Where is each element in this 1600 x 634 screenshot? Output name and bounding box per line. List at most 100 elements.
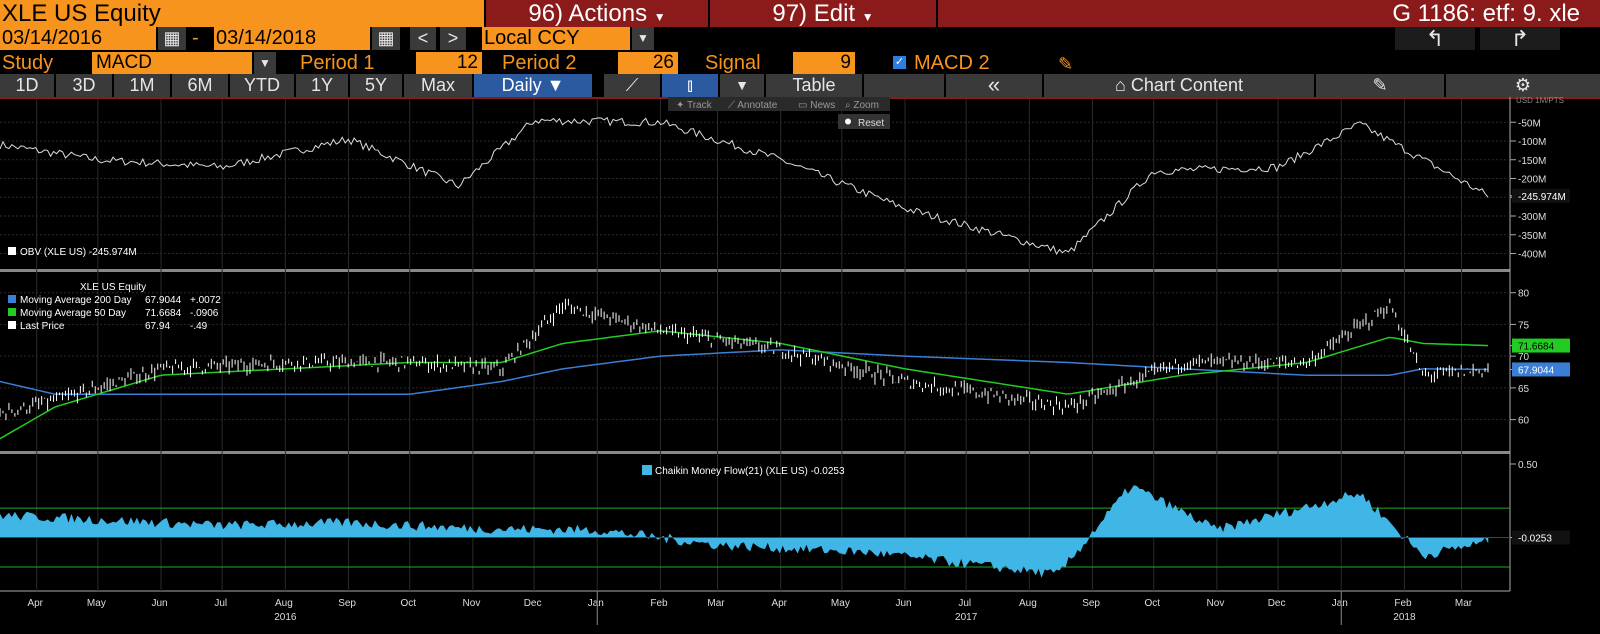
range-5y[interactable]: 5Y [350,74,402,97]
end-date-input[interactable]: 03/14/2018 [214,27,370,50]
zoom-tool[interactable]: ⌕ Zoom [845,100,879,111]
study-select[interactable]: MACD [92,52,252,74]
obv-tick-label: -50M [1518,118,1541,129]
security-field[interactable]: XLE US Equity [0,0,484,27]
legend-swatch [8,321,16,329]
month-label: May [87,598,106,609]
currency-select[interactable]: Local CCY [482,27,630,50]
legend-change: -.49 [190,321,208,332]
x-axis: Apr May Jun Jul Aug Sep Oct Nov Dec Jan Feb Mar Apr M… [27,591,1473,625]
actions-menu[interactable]: 96) Actions ▼ [486,0,708,27]
study-value: MACD [96,52,152,73]
edit-menu[interactable]: 97) Edit ▼ [710,0,936,27]
month-label: Jul [958,598,971,609]
month-label: Jul [214,598,227,609]
legend-change: -.0906 [190,308,219,319]
chart-tools-bar [668,97,890,111]
month-label: Jun [896,598,912,609]
cmf-legend: Chaikin Money Flow(21) (XLE US) -0.0253 [655,466,845,477]
cmf-tick-label: 0.50 [1518,460,1538,471]
edit-chart-icon[interactable]: ✎ [1316,74,1444,97]
panel-divider[interactable] [0,269,1510,272]
table-button[interactable]: Table [766,74,862,97]
range-1y[interactable]: 1Y [296,74,348,97]
period2-value: 26 [652,52,674,73]
toolbar-spacer [864,74,944,97]
month-label: Aug [1019,598,1037,609]
legend-series-name: Last Price [20,321,65,332]
collapse-icon[interactable]: « [946,74,1042,97]
panel-divider[interactable] [0,451,1510,454]
macd2-label: MACD 2 [914,52,990,74]
range-ytd[interactable]: YTD [230,74,294,97]
frequency-select[interactable]: Daily ▼ [474,74,592,97]
period2-input[interactable]: 26 [618,52,678,74]
title-bar: XLE US Equity 96) Actions ▼ 97) Edit ▼ G… [0,0,1600,27]
bar-chart-icon[interactable]: ⫾ [662,74,718,97]
chart-background [0,97,1600,634]
range-max[interactable]: Max [404,74,472,97]
month-label: Apr [27,598,43,609]
ma50-value-label-box [1512,338,1570,353]
month-label: Mar [707,598,725,609]
security-name: XLE US Equity [2,0,161,27]
previous-arrow-icon[interactable]: < [410,27,436,50]
month-label: Sep [338,598,356,609]
cmf-panel [0,485,1510,578]
reset-button[interactable] [838,114,890,129]
ma200-line [0,349,1489,395]
range-6m[interactable]: 6M [172,74,228,97]
pencil-icon[interactable]: ✎ [1058,54,1074,74]
legend-value: 67.9044 [145,295,182,306]
calendar-icon[interactable]: ▦ [158,27,186,50]
price-title: XLE US Equity [80,282,146,293]
back-icon[interactable]: ↰ [1395,27,1475,50]
year-label: 2016 [274,612,297,623]
back-glyph: ↰ [1425,26,1445,51]
month-label: Feb [1394,598,1412,609]
month-label: Oct [1144,598,1160,609]
range-3d[interactable]: 3D [56,74,112,97]
legend-swatch [8,308,16,316]
start-date-input[interactable]: 03/14/2016 [0,27,156,50]
range-1m[interactable]: 1M [114,74,170,97]
chart-area[interactable]: ✦ Track ⟋ Annotate ▭ News ⌕ Zoom Reset O… [0,97,1600,634]
chevron-down-icon[interactable]: ▼ [720,74,764,97]
reset-icon [845,118,851,125]
obv-last-label: -245.974M [1518,192,1566,203]
signal-input[interactable]: 9 [793,52,855,74]
legend-swatch [8,295,16,303]
macd2-checkbox[interactable]: ✓ [893,56,906,69]
gear-icon[interactable]: ⚙ [1446,74,1600,97]
chevron-down-icon[interactable]: ▼ [254,52,276,74]
obv-legend-swatch [8,247,16,255]
news-tool[interactable]: ▭ News [798,100,835,111]
track-tool[interactable]: ✦ Track [676,100,713,111]
month-label: Aug [275,598,293,609]
chart-content-icon: ⌂ [1115,75,1131,95]
annotate-tool[interactable]: ⟋ Annotate [728,100,778,111]
price-panel [0,298,1489,440]
cmf-area [0,485,1489,578]
calendar-icon[interactable]: ▦ [372,27,400,50]
line-chart-icon[interactable]: ⟋ [604,74,660,97]
range-1d[interactable]: 1D [0,74,54,97]
next-arrow-icon[interactable]: > [440,27,466,50]
function-label: G 1186: etf: 9. xle [1392,0,1580,27]
chart-content-button[interactable]: ⌂ Chart Content [1044,74,1314,97]
signal-label: Signal [705,52,761,74]
signal-value: 9 [840,52,851,73]
chevron-down-icon[interactable]: ▼ [632,27,654,50]
period1-input[interactable]: 12 [416,52,482,74]
range-toolbar: 1D 3D 1M 6M YTD 1Y 5Y Max Daily ▼ ⟋ ⫾ ▼ … [0,74,1600,97]
month-label: Feb [650,598,668,609]
cmf-last-label-box [1512,530,1570,545]
frequency-value: Daily [501,75,542,95]
month-label: Dec [1268,598,1286,609]
function-code: G 1186: etf: 9. xle [938,0,1600,27]
month-label: Apr [771,598,787,609]
study-label: Study [2,52,54,74]
month-label: Jan [1332,598,1348,609]
forward-icon[interactable]: ↱ [1480,27,1560,50]
actions-label: 96) Actions [528,0,648,27]
